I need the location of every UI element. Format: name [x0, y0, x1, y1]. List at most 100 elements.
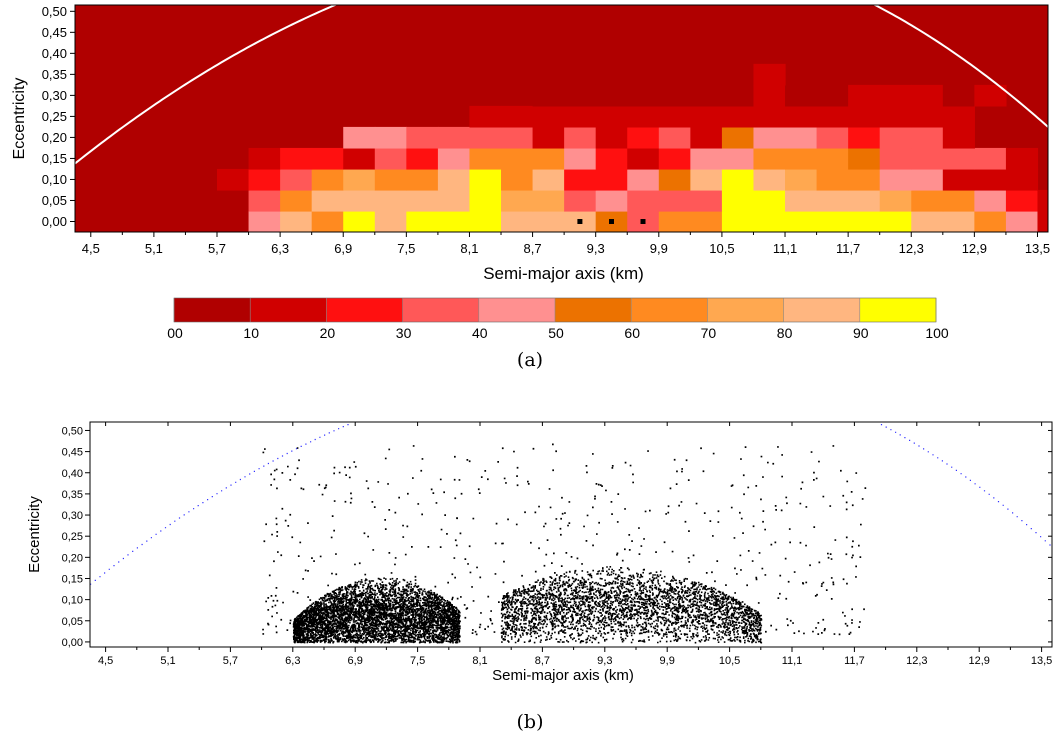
colorbar-tick-label: 50	[548, 325, 564, 341]
heatmap-cell	[848, 84, 881, 107]
x-tick-label: 12,3	[899, 241, 924, 256]
heatmap-cell	[501, 168, 534, 191]
heatmap-cell	[690, 210, 723, 232]
heatmap-cell	[848, 105, 881, 128]
heatmap-cell	[280, 189, 313, 212]
heatmap-cell	[564, 105, 597, 128]
x-tick-label: 6,3	[285, 655, 300, 667]
heatmap-cell	[753, 126, 786, 149]
y-tick-label: 0,25	[42, 109, 67, 124]
colorbar-tick-label: 00	[167, 325, 183, 341]
x-tick-label: 12,9	[968, 655, 989, 667]
x-tick-label: 12,3	[906, 655, 927, 667]
y-tick-label: 0,25	[62, 531, 83, 543]
heatmap-marker	[577, 219, 583, 224]
scatter-cluster	[292, 577, 461, 644]
heatmap-cell	[974, 189, 1007, 212]
y-tick-label: 0,50	[62, 425, 83, 437]
heatmap-cell	[280, 210, 313, 232]
scatter-points	[292, 577, 461, 644]
x-tick-label: 9,3	[597, 655, 612, 667]
heatmap-cell	[501, 210, 534, 232]
panel-b-caption: (b)	[516, 711, 544, 733]
heatmap-cell	[785, 168, 818, 191]
heatmap-marker	[640, 219, 646, 224]
x-tick-label: 6,3	[271, 241, 289, 256]
heatmap-cell	[942, 84, 975, 107]
x-tick-label: 8,7	[524, 241, 542, 256]
heatmap-cell	[879, 168, 912, 191]
boundary-dots	[90, 424, 1051, 585]
heatmap-cell	[753, 105, 786, 128]
heatmap-cell	[532, 126, 565, 149]
heatmap-cell	[816, 84, 849, 107]
heatmap-cell	[911, 84, 944, 107]
y-tick-label: 0,05	[62, 616, 83, 628]
heatmap-cell	[974, 210, 1007, 232]
x-tick-label: 11,7	[836, 241, 860, 256]
heatmap-cell	[248, 210, 281, 232]
y-tick-label: 0,05	[42, 193, 67, 208]
heatmap-cell	[785, 105, 818, 128]
colorbar-swatch	[326, 298, 404, 322]
heatmap-cell	[469, 126, 502, 149]
heatmap-cell	[942, 168, 975, 191]
heatmap-cell	[848, 210, 881, 232]
heatmap-cell	[437, 147, 471, 170]
y-tick-label: 0,10	[62, 595, 83, 607]
heatmap-cell	[658, 147, 691, 170]
x-tick-label: 10,5	[709, 241, 734, 256]
heatmap-cell	[406, 210, 439, 232]
heatmap-cell	[974, 84, 1007, 107]
heatmap-cell	[879, 126, 912, 149]
y-tick-label: 0,15	[42, 151, 67, 166]
heatmap-cell	[721, 189, 755, 212]
heatmap-cell	[816, 168, 849, 191]
heatmap-cell	[911, 126, 944, 149]
heatmap-cell	[595, 126, 628, 149]
x-tick-label: 8,7	[535, 655, 550, 667]
x-tick-label: 13,5	[1025, 241, 1050, 256]
heatmap-cell	[1005, 147, 1039, 170]
heatmap-cell	[879, 189, 912, 212]
heatmap-cell	[501, 126, 534, 149]
heatmap-cell	[721, 210, 755, 232]
boundary-curve	[75, 5, 1048, 165]
heatmap-cell	[658, 168, 691, 191]
heatmap-cell	[658, 189, 691, 212]
colorbar-swatch	[174, 298, 251, 322]
colorbar-swatch	[555, 298, 632, 322]
x-tick-label: 9,9	[660, 655, 675, 667]
y-tick-label: 0,40	[62, 468, 83, 480]
heatmap-cell	[721, 84, 755, 107]
heatmap-cell	[437, 126, 471, 149]
x-tick-label: 8,1	[460, 241, 478, 256]
y-tick-label: 0,50	[42, 4, 67, 19]
heatmap-cell	[469, 168, 502, 191]
heatmap-cell	[690, 189, 723, 212]
y-tick-label: 0,45	[62, 447, 83, 459]
heatmap-cell	[564, 189, 597, 212]
heatmap-cell	[785, 210, 818, 232]
heatmap-cell	[753, 210, 786, 232]
heatmap-cell	[564, 126, 597, 149]
x-tick-label: 11,1	[782, 655, 803, 667]
heatmap-cell	[217, 168, 250, 191]
y-tick-label: 0,45	[42, 25, 67, 40]
heatmap-cell	[374, 126, 407, 149]
heatmap-cell	[564, 147, 597, 170]
heatmap-cell	[785, 126, 818, 149]
heatmap-cell	[658, 84, 691, 107]
heatmap-cell	[469, 189, 502, 212]
heatmap-cell	[1005, 168, 1039, 191]
heatmap-cell	[785, 189, 818, 212]
heatmap-cell	[785, 84, 818, 107]
heatmap-cell	[753, 189, 786, 212]
y-axis-label: Eccentricity	[11, 78, 28, 160]
heatmap-cell	[406, 126, 439, 149]
y-tick-label: 0,30	[42, 88, 67, 103]
heatmap-cell	[627, 105, 660, 128]
heatmap-cell	[690, 126, 723, 149]
heatmap-cell	[532, 147, 565, 170]
heatmap-cell	[1037, 210, 1048, 232]
